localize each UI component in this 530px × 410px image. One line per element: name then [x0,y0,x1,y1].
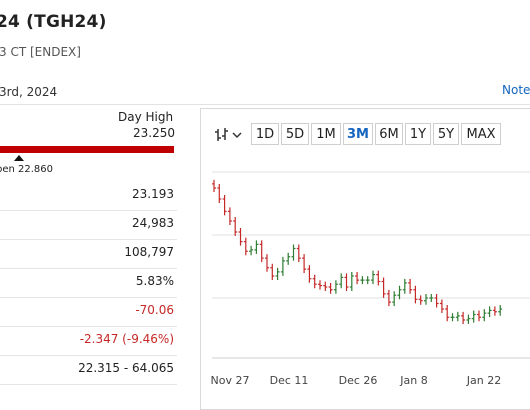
ohlc-bar [307,265,312,283]
range-button-6m[interactable]: 6M [375,123,403,145]
ohlc-bar [392,291,397,307]
stat-value: 108,797 [124,245,174,259]
ohlc-bar [339,273,344,289]
exchange-subtitle: 3 CT [ENDEX] [0,45,81,59]
stat-row: 22.315 - 64.065 [0,355,177,385]
range-button-1y[interactable]: 1Y [405,123,431,145]
ohlc-bar [371,270,375,285]
stat-row: -70.06 [0,297,177,327]
ohlc-bar [344,273,349,291]
header-divider [0,104,530,105]
ohlc-bar [233,217,238,236]
day-high-label: Day High [118,110,174,124]
day-high-value: 23.250 [133,126,175,140]
stat-value: 5.83% [135,274,174,288]
page-title: 24 (TGH24) [0,12,107,32]
ohlc-bar [408,278,413,294]
ohlc-bar [482,309,487,322]
chevron-down-icon [232,132,242,139]
range-button-1d[interactable]: 1D [251,123,279,145]
open-marker-icon [14,155,24,161]
ohlc-bars [212,179,503,324]
ohlc-bar [360,276,365,285]
stat-row: -2.347 (-9.46%) [0,326,177,356]
x-tick-label: Dec 11 [270,374,309,387]
ohlc-bar [296,244,301,263]
ohlc-bar [265,254,269,272]
ohlc-bar [212,179,216,192]
ohlc-bar [280,256,285,276]
ohlc-bar [312,274,317,289]
ohlc-bar [402,278,407,294]
ohlc-bar [333,280,338,294]
ohlc-bar [424,294,428,305]
ohlc-bar [445,305,450,322]
stat-row: 108,797 [0,239,177,269]
ohlc-bar [429,294,434,302]
stat-value: -2.347 (-9.46%) [79,332,174,346]
ohlc-bar [328,283,333,294]
x-tick-label: Jan 8 [399,374,427,387]
ohlc-bar [270,263,275,280]
ohlc-bar [492,306,497,316]
stat-value: 24,983 [132,216,174,230]
stat-row: 24,983 [0,210,177,240]
range-button-3m[interactable]: 3M [343,123,373,145]
ohlc-bar [450,313,455,322]
ohlc-bar [397,285,402,300]
ohlc-bar [318,280,322,290]
ohlc-bar [487,306,492,318]
ohlc-bar [413,285,418,304]
ohlc-bar [455,311,460,322]
stat-value: 22.315 - 64.065 [78,361,174,375]
x-axis-labels: Nov 27 Dec 11 Dec 26 Jan 8 Jan 22 [211,374,502,387]
ohlc-bar [466,314,471,324]
ohlc-bar [418,295,423,305]
ohlc-bar [259,240,264,263]
ohlc-bar [434,294,439,308]
ohlc-bar [323,281,328,291]
ohlc-bar [471,310,476,323]
chart-grid [212,171,530,359]
ohlc-bar [291,244,296,261]
ohlc-bar [349,272,354,291]
ohlc-bar [243,237,248,256]
notes-link[interactable]: Note [502,83,530,97]
ohlc-bar [275,267,280,280]
ohlc-bar [381,277,386,298]
quote-date: 3rd, 2024 [0,85,58,99]
ohlc-bar [498,305,503,316]
ohlc-bar [302,254,307,274]
range-button-1m[interactable]: 1M [311,123,341,145]
stat-row: 5.83% [0,268,177,298]
range-button-5y[interactable]: 5Y [433,123,459,145]
stat-value: 23.193 [132,187,174,201]
day-range-bar [0,146,174,153]
ohlc-bar [477,310,481,322]
ohlc-bar [222,195,227,216]
range-button-max[interactable]: MAX [461,123,501,145]
price-chart: Nov 27 Dec 11 Dec 26 Jan 8 Jan 22 [211,171,530,387]
ohlc-bar [461,311,466,324]
ohlc-bar [355,272,360,285]
ohlc-bar [227,207,232,225]
ohlc-bar [439,299,444,313]
open-price-label: pen 22.860 [0,164,54,175]
range-button-5d[interactable]: 5D [281,123,309,145]
stat-row: 23.193 [0,181,177,211]
ohlc-bar [249,245,254,256]
ohlc-bar [365,276,370,285]
ohlc-bar [376,270,381,286]
ohlc-bar [386,289,391,307]
ohlc-bar [238,228,243,246]
ohlc-bar [254,240,259,254]
stat-value: -70.06 [135,303,174,317]
x-tick-label: Dec 26 [339,374,378,387]
candlestick-chart-icon[interactable] [214,126,244,144]
x-tick-label: Jan 22 [466,374,501,387]
ohlc-bar [286,252,291,265]
x-tick-label: Nov 27 [211,374,250,387]
ohlc-bar [217,184,222,203]
